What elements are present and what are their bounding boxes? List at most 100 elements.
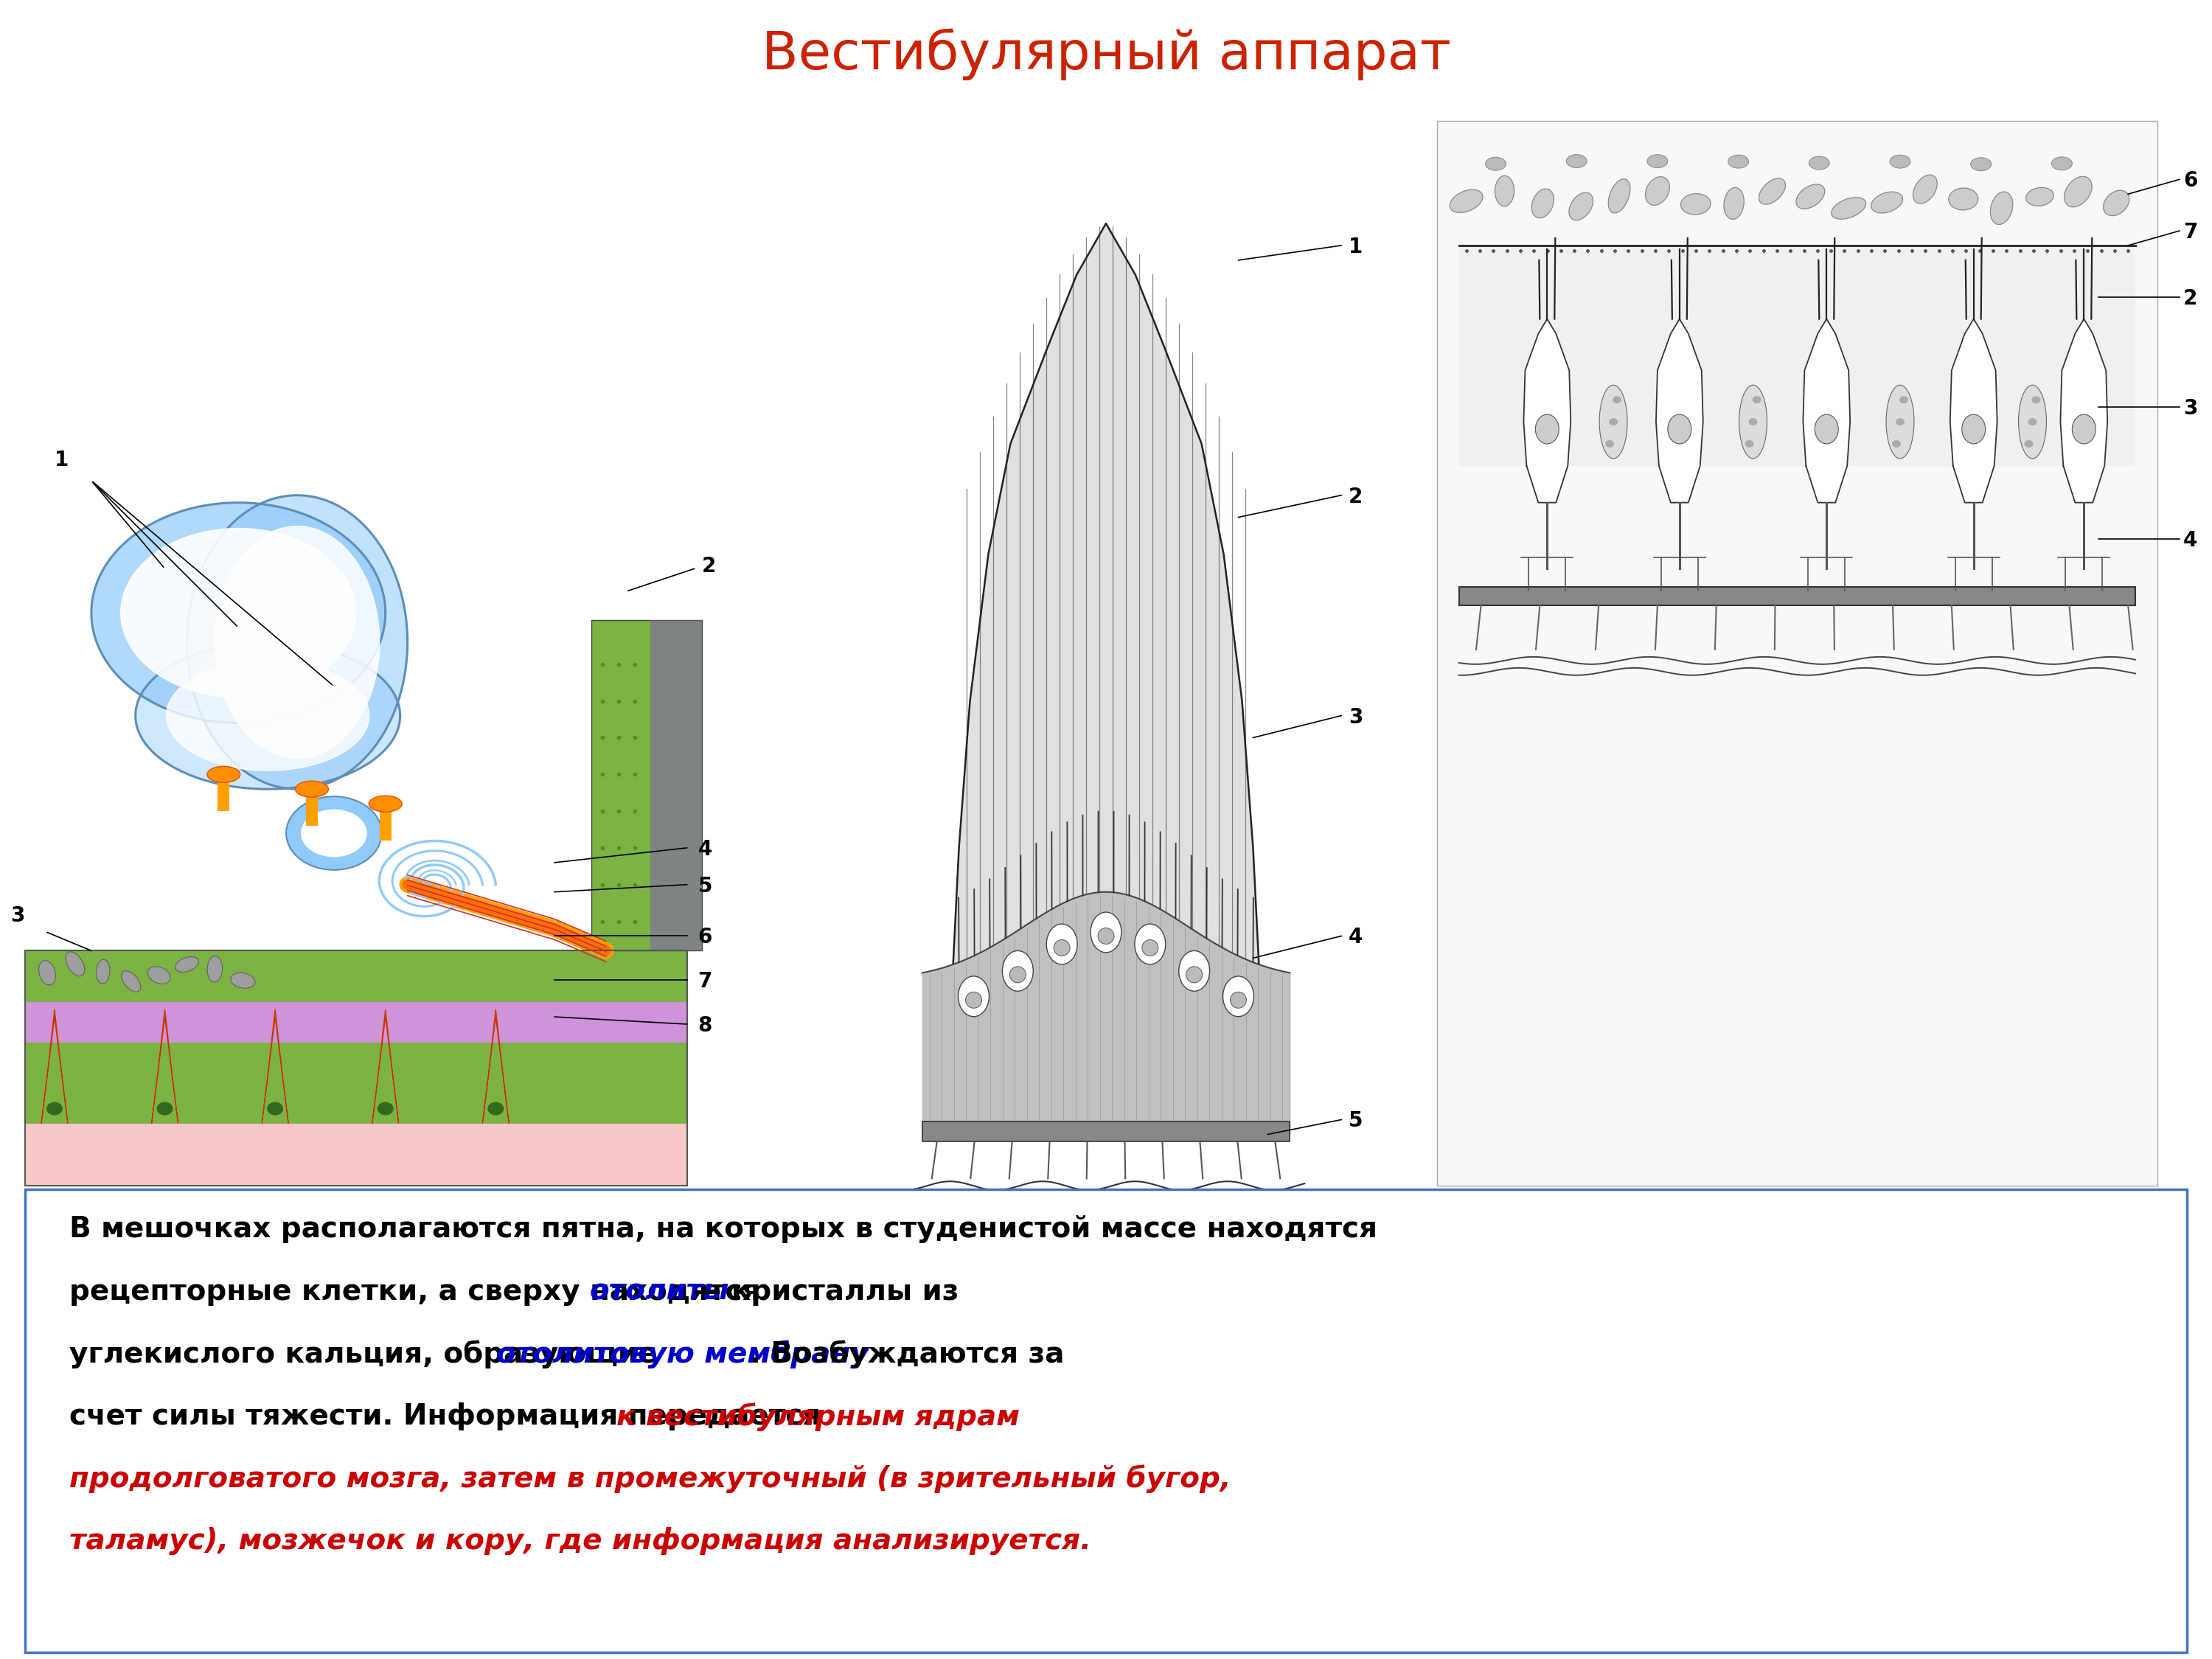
Ellipse shape (1900, 397, 1909, 403)
Polygon shape (1951, 319, 1997, 503)
FancyBboxPatch shape (24, 1042, 688, 1123)
Ellipse shape (122, 971, 142, 992)
Ellipse shape (285, 796, 383, 869)
Ellipse shape (1887, 385, 1913, 458)
Polygon shape (42, 1009, 69, 1123)
Text: 1: 1 (55, 450, 69, 469)
Text: 5: 5 (699, 876, 712, 896)
Polygon shape (186, 496, 407, 790)
Ellipse shape (1608, 418, 1617, 425)
Ellipse shape (1097, 927, 1115, 944)
Ellipse shape (1091, 912, 1121, 952)
Polygon shape (166, 660, 369, 771)
Ellipse shape (2033, 397, 2039, 403)
Ellipse shape (1913, 174, 1938, 204)
Ellipse shape (157, 1102, 173, 1115)
FancyBboxPatch shape (24, 1123, 688, 1186)
Ellipse shape (1223, 975, 1254, 1017)
Text: к вестибулярным ядрам: к вестибулярным ядрам (617, 1402, 1020, 1432)
Ellipse shape (1486, 158, 1506, 171)
Ellipse shape (1962, 415, 1986, 445)
FancyBboxPatch shape (24, 1190, 2188, 1652)
FancyBboxPatch shape (922, 1121, 1290, 1141)
Text: Вестибулярный аппарат: Вестибулярный аппарат (761, 28, 1451, 81)
Text: 3: 3 (11, 906, 24, 926)
Ellipse shape (175, 957, 199, 972)
Ellipse shape (2026, 187, 2053, 206)
FancyBboxPatch shape (1460, 246, 2135, 466)
FancyBboxPatch shape (1460, 587, 2135, 606)
Ellipse shape (1646, 178, 1670, 206)
Ellipse shape (1896, 418, 1905, 425)
Text: продолговатого мозга, затем в промежуточный (в зрительный бугор,: продолговатого мозга, затем в промежуточ… (69, 1465, 1232, 1493)
Ellipse shape (2073, 415, 2095, 445)
Ellipse shape (1053, 939, 1071, 956)
Text: отолитовую мембрану: отолитовую мембрану (495, 1340, 869, 1369)
Ellipse shape (1832, 197, 1867, 219)
Ellipse shape (1871, 192, 1902, 212)
Text: 8: 8 (699, 1015, 712, 1035)
Text: 4: 4 (699, 839, 712, 859)
Ellipse shape (268, 1102, 283, 1115)
FancyBboxPatch shape (380, 805, 392, 841)
Polygon shape (153, 1009, 179, 1123)
Ellipse shape (46, 1102, 62, 1115)
FancyBboxPatch shape (24, 951, 688, 1002)
Ellipse shape (1759, 179, 1785, 204)
Ellipse shape (2064, 176, 2093, 207)
Polygon shape (135, 642, 400, 790)
Polygon shape (372, 1009, 398, 1123)
Ellipse shape (230, 972, 254, 989)
Ellipse shape (1809, 156, 1829, 169)
Polygon shape (261, 1009, 288, 1123)
Ellipse shape (148, 967, 170, 984)
Polygon shape (1657, 319, 1703, 503)
Text: . Возбуждаются за: . Возбуждаются за (750, 1340, 1064, 1369)
FancyBboxPatch shape (1438, 121, 2157, 1186)
Ellipse shape (1750, 418, 1759, 425)
Ellipse shape (208, 766, 241, 783)
Ellipse shape (66, 952, 84, 975)
Text: счет силы тяжести. Информация передается: счет силы тяжести. Информация передается (69, 1402, 832, 1430)
Ellipse shape (1971, 158, 1991, 171)
Polygon shape (482, 1009, 509, 1123)
Ellipse shape (2024, 440, 2033, 448)
Text: В мешочках располагаются пятна, на которых в студенистой массе находятся: В мешочках располагаются пятна, на котор… (69, 1214, 1378, 1243)
Ellipse shape (1135, 924, 1166, 964)
Ellipse shape (1728, 154, 1750, 168)
Ellipse shape (2104, 191, 2130, 216)
Ellipse shape (1613, 397, 1621, 403)
Ellipse shape (1495, 176, 1515, 206)
Ellipse shape (296, 781, 327, 798)
Ellipse shape (1814, 415, 1838, 445)
FancyBboxPatch shape (217, 775, 230, 811)
Ellipse shape (1648, 154, 1668, 168)
Ellipse shape (1002, 951, 1033, 990)
Text: 7: 7 (2183, 222, 2197, 242)
Ellipse shape (1668, 415, 1692, 445)
Polygon shape (122, 528, 356, 697)
Text: 6: 6 (2183, 171, 2197, 191)
Ellipse shape (967, 992, 982, 1009)
Text: углекислого кальция, образующие: углекислого кальция, образующие (69, 1340, 668, 1369)
FancyBboxPatch shape (650, 620, 701, 951)
Polygon shape (215, 526, 380, 758)
FancyBboxPatch shape (24, 1002, 688, 1042)
Ellipse shape (1179, 951, 1210, 990)
Text: — кристаллы из: — кристаллы из (684, 1277, 960, 1306)
Text: отолиты: отолиты (591, 1277, 730, 1306)
Ellipse shape (208, 956, 223, 982)
Ellipse shape (1449, 189, 1482, 212)
Ellipse shape (1681, 194, 1710, 214)
Text: 4: 4 (1349, 927, 1363, 947)
Ellipse shape (378, 1102, 394, 1115)
Ellipse shape (1009, 967, 1026, 982)
Ellipse shape (1568, 192, 1593, 221)
Ellipse shape (1991, 192, 2013, 224)
Ellipse shape (1046, 924, 1077, 964)
Ellipse shape (1745, 440, 1754, 448)
Ellipse shape (1186, 967, 1203, 982)
Text: 5: 5 (1349, 1112, 1363, 1131)
Ellipse shape (1608, 179, 1630, 212)
Ellipse shape (369, 796, 403, 811)
